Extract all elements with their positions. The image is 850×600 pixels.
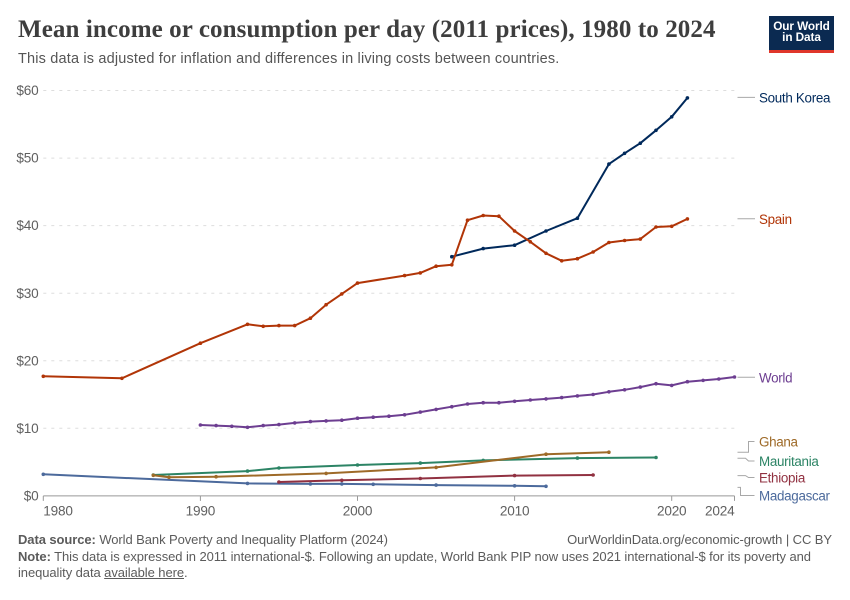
- svg-text:Ethiopia: Ethiopia: [759, 471, 806, 486]
- svg-text:World: World: [759, 370, 792, 385]
- svg-text:Mauritania: Mauritania: [759, 454, 819, 469]
- svg-text:2020: 2020: [657, 504, 687, 519]
- svg-text:$0: $0: [24, 489, 39, 504]
- svg-text:$10: $10: [16, 421, 39, 436]
- svg-text:$60: $60: [16, 83, 39, 98]
- svg-text:$20: $20: [16, 353, 39, 368]
- svg-text:2024: 2024: [705, 504, 735, 519]
- svg-text:$40: $40: [16, 218, 39, 233]
- svg-text:2000: 2000: [343, 504, 373, 519]
- svg-text:Ghana: Ghana: [759, 435, 799, 450]
- svg-text:$50: $50: [16, 151, 39, 166]
- svg-text:1980: 1980: [43, 504, 73, 519]
- svg-text:2010: 2010: [500, 504, 530, 519]
- svg-text:$30: $30: [16, 286, 39, 301]
- svg-text:Spain: Spain: [759, 212, 792, 227]
- svg-text:South Korea: South Korea: [759, 90, 831, 105]
- svg-text:1990: 1990: [186, 504, 216, 519]
- svg-text:Madagascar: Madagascar: [759, 489, 831, 504]
